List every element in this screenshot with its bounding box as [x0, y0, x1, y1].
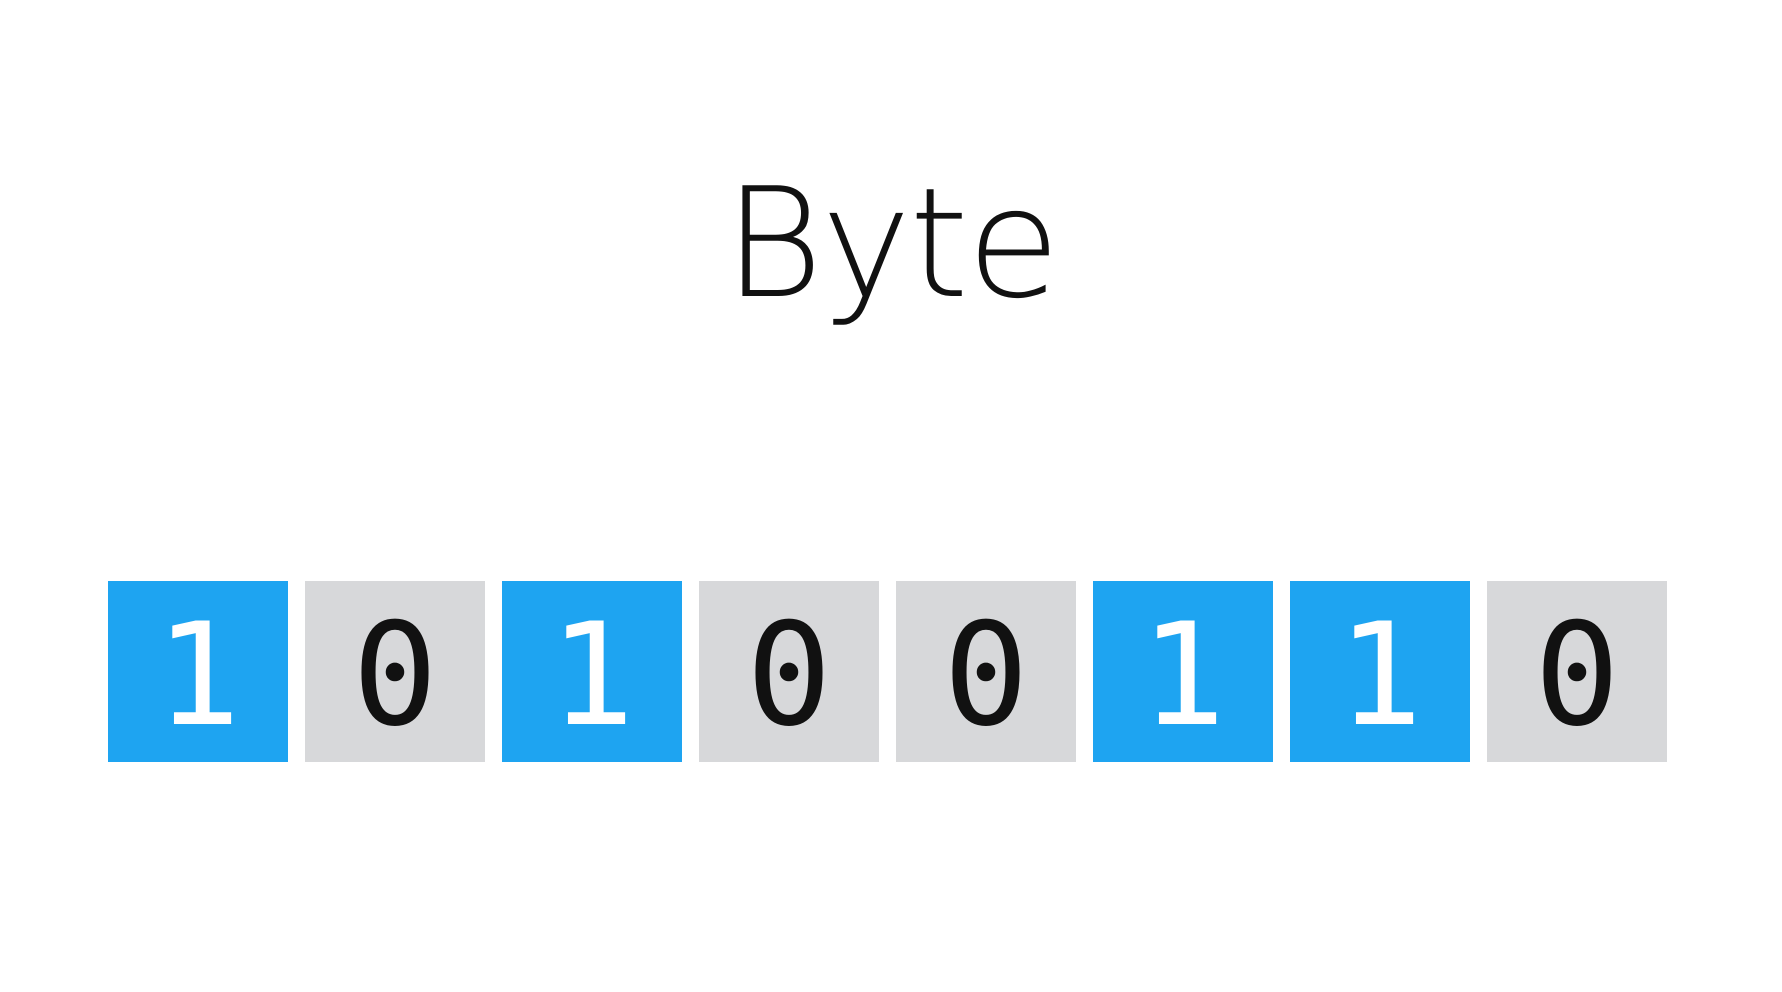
- bit-value-3: 1: [549, 592, 635, 758]
- bit-cell-7: 1: [1290, 581, 1470, 762]
- bit-cell-2: 0: [305, 581, 485, 762]
- byte-bit-row: 1 0 1 0 0 1 1 0: [108, 581, 1668, 762]
- bit-value-7: 1: [1337, 592, 1423, 758]
- bit-value-6: 1: [1140, 592, 1226, 758]
- bit-value-1: 1: [155, 592, 241, 758]
- bit-cell-6: 1: [1093, 581, 1273, 762]
- bit-cell-1: 1: [108, 581, 288, 762]
- bit-value-2: 0: [352, 592, 438, 758]
- bit-cell-4: 0: [699, 581, 879, 762]
- bit-cell-8: 0: [1487, 581, 1667, 762]
- bit-cell-3: 1: [502, 581, 682, 762]
- bit-value-8: 0: [1534, 592, 1620, 758]
- bit-value-4: 0: [746, 592, 832, 758]
- bit-value-5: 0: [943, 592, 1029, 758]
- bit-cell-5: 0: [896, 581, 1076, 762]
- slide-title: Byte: [723, 155, 1061, 332]
